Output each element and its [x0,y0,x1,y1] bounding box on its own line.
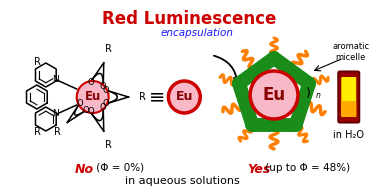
Text: O: O [100,103,106,112]
Text: R: R [105,139,111,149]
Text: N: N [53,75,59,84]
Text: O: O [82,106,89,115]
Text: R: R [54,127,61,137]
Text: N: N [53,109,59,119]
Text: O: O [87,107,94,116]
Text: O: O [100,82,106,91]
Text: No: No [75,163,94,176]
Text: ≡: ≡ [149,88,166,106]
Text: (Φ = 0%): (Φ = 0%) [93,163,144,173]
FancyBboxPatch shape [338,71,359,122]
Circle shape [77,81,109,113]
FancyBboxPatch shape [341,77,356,117]
Text: Yes: Yes [247,163,270,176]
Text: R: R [34,127,41,137]
Text: Eu: Eu [262,86,286,104]
FancyBboxPatch shape [341,101,356,117]
Text: O: O [103,99,109,108]
Text: Eu: Eu [176,91,193,104]
Text: (up to Φ = 48%): (up to Φ = 48%) [262,163,350,173]
Text: O: O [103,86,109,95]
Text: ): ) [306,87,311,100]
Text: in H₂O: in H₂O [333,130,364,140]
Text: Red Luminescence: Red Luminescence [102,10,276,28]
Circle shape [168,81,200,113]
Text: R: R [34,57,41,67]
Text: $_n$: $_n$ [315,91,321,101]
Text: R: R [139,92,146,102]
Text: Eu: Eu [84,91,101,104]
Text: aromatic
micelle: aromatic micelle [332,42,369,62]
Text: O: O [87,78,94,87]
Text: in aqueous solutions: in aqueous solutions [125,176,240,186]
Text: R: R [105,44,111,54]
Circle shape [250,71,298,119]
Text: encapsulation: encapsulation [161,28,234,38]
Text: O: O [76,99,82,108]
